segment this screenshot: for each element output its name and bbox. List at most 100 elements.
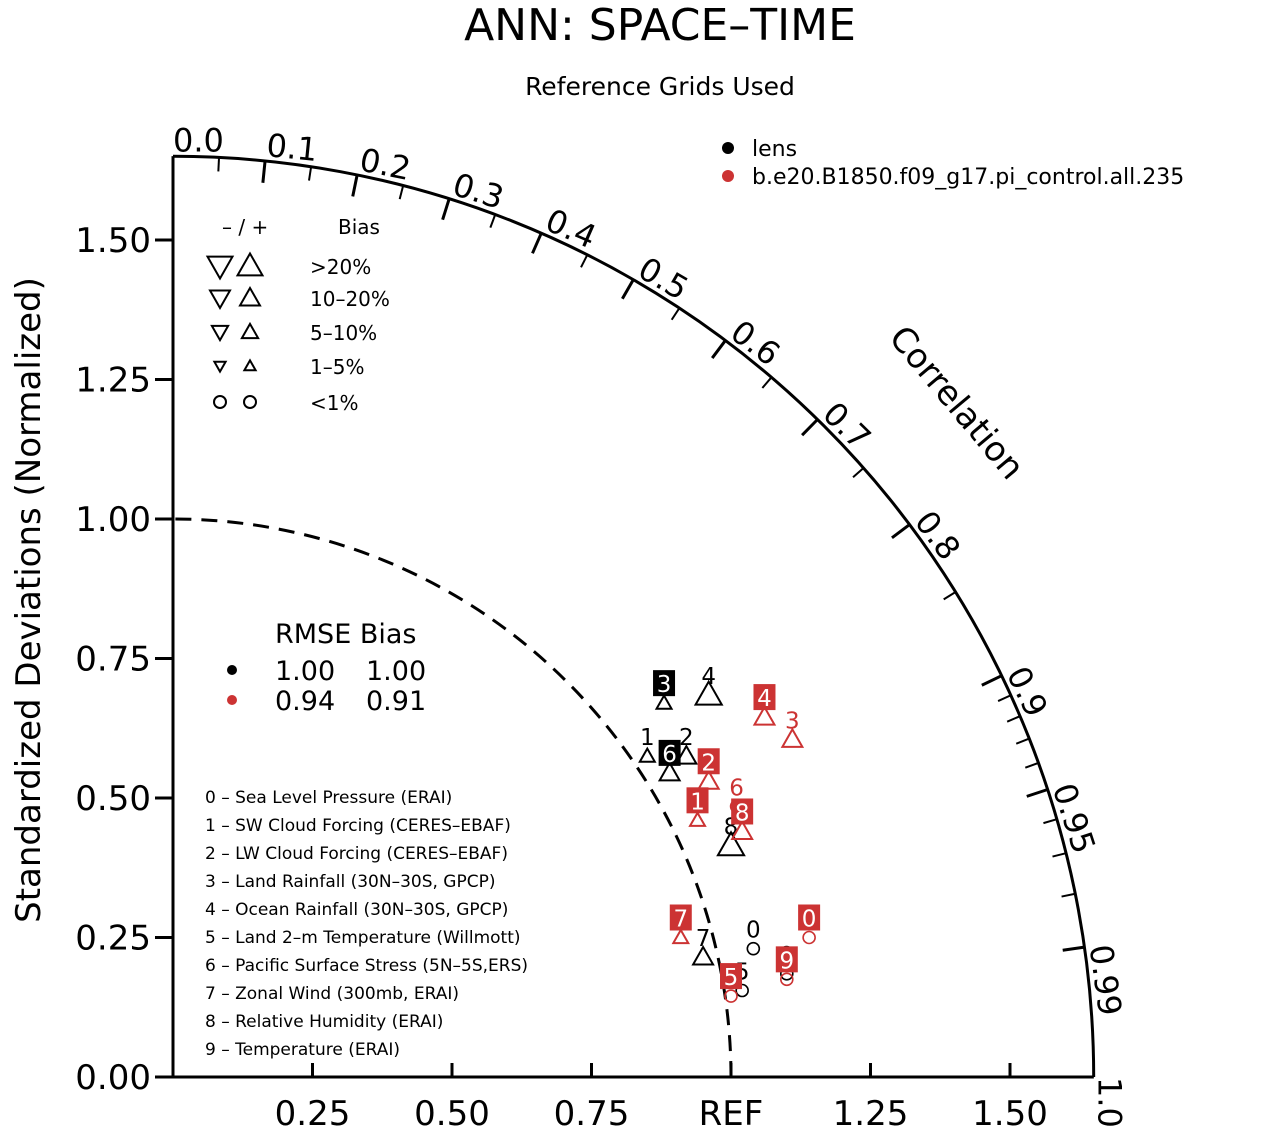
data-point-label-box [686,787,709,814]
variable-list-item: 8 – Relative Humidity (ERAI) [205,1012,443,1032]
axes-layer: 0.000.250.500.751.001.251.500.25 0.50 0.75… [75,121,1129,1134]
data-point-label: 1 [640,725,655,751]
correlation-minor-tick [1052,852,1067,858]
correlation-minor-tick [670,307,681,321]
bias-down-triangle-icon [208,289,232,310]
data-point-marker [802,930,816,945]
correlation-minor-tick [761,376,773,389]
data-point-label-box [775,946,798,973]
correlation-minor-tick [1024,761,1039,769]
chart-subtitle: Reference Grids Used [525,72,795,101]
correlation-tick-label: 0.9 [999,660,1055,722]
rmse-legend-rmse-value: 1.00 [275,656,335,687]
variable-list-item: 3 – Land Rainfall (30N–30S, GPCP) [205,872,495,892]
rmse-legend-dot [227,695,237,705]
data-point-marker [779,972,794,987]
y-tick-label: 0.75 [75,640,151,680]
data-point-marker [671,927,690,945]
correlation-label: Correlation [881,318,1032,487]
y-tick-label: 1.50 [75,221,151,261]
model-legend-label-case: b.e20.B1850.f09_g17.pi_control.all.235 [752,165,1184,190]
correlation-tick [351,174,359,197]
correlation-tick [621,278,635,300]
data-point-label: 1 [690,789,705,815]
bias-legend-sign-header: – / + [222,215,268,239]
data-point-label: 6 [662,742,677,768]
x-tick-label: 1.25 [833,1094,909,1134]
variable-list-item: 9 – Temperature (ERAI) [205,1040,400,1060]
data-point-label: 2 [701,750,716,776]
bias-up-triangle-icon [240,321,260,340]
model-legend-dot-case [722,170,734,182]
model-legend-dot-lens [722,142,734,154]
chart-title: ANN: SPACE–TIME [464,0,856,51]
data-point-marker [654,693,674,710]
bias-legend-row-label: 10–20% [310,287,390,311]
correlation-tick [1062,945,1085,952]
correlation-tick-label: 0.8 [907,504,968,568]
x-tick-label: 0.25 [275,1094,351,1134]
rmse-legend: RMSE Bias 1.00 1.00 0.94 0.91 [227,619,426,717]
data-point-marker [691,945,715,966]
data-point-label: 3 [785,708,800,734]
data-point-label: 7 [673,907,688,933]
data-point-marker [730,819,754,840]
data-point-label: 3 [657,672,672,698]
correlation-tick-label: 0.2 [357,141,414,188]
correlation-tick-label: 0.1 [265,126,319,169]
correlation-minor-tick [943,591,957,601]
data-point: 6 [657,739,682,782]
data-point: 7 [691,926,715,966]
bias-circle-icon [213,395,227,409]
data-point-label-box [697,748,720,775]
y-tick-label: 1.00 [75,500,151,540]
correlation-minor-tick [1006,715,1021,723]
data-point-label: 0 [802,907,817,933]
data-point-label-box [669,904,692,931]
outer-arc [172,154,1096,1078]
data-point-label-box [720,963,742,990]
bias-up-triangle-icon [235,251,265,277]
data-point-label: 8 [735,800,750,826]
data-point-marker [716,830,746,857]
correlation-minor-tick [580,254,589,268]
bias-legend-row-label: <1% [310,391,359,415]
correlation-tick [891,523,911,539]
bias-circle-icon [243,395,257,409]
correlation-tick-label: 0.4 [540,201,602,256]
correlation-minor-tick [489,214,497,228]
data-point-label: 0 [746,918,761,944]
data-point-marker [657,760,682,782]
correlation-tick-label: 0.99 [1082,942,1130,1018]
data-point: 2 [674,725,699,765]
correlation-tick-label: 0.95 [1045,779,1103,859]
correlation-tick [711,339,727,359]
correlation-tick [441,198,451,221]
rmse-legend-header: RMSE Bias [275,619,416,650]
y-tick-label: 0.50 [75,779,151,819]
data-point-marker [780,727,805,748]
correlation-minor-tick [217,157,221,172]
variable-list-item: 2 – LW Cloud Forcing (CERES–EBAF) [205,844,508,864]
y-tick-label: 1.25 [75,361,151,401]
rmse-legend-dot [227,665,237,675]
data-point: 0 [798,904,821,945]
data-point-marker [735,983,749,998]
correlation-tick [1026,788,1049,798]
correlation-tick-label: 0.3 [448,165,508,217]
correlation-minor-tick [1015,737,1030,745]
data-point-label: 9 [779,948,794,974]
x-tick-label: 0.75 [554,1094,630,1134]
correlation-tick [261,160,267,183]
bias-down-triangle-icon [210,324,230,343]
bias-legend: – / + Bias >20% 10–20% 5–10% 1–5% <1% [205,215,390,415]
data-point: 0 [746,918,761,956]
data-point: 1 [686,787,709,827]
data-point-label: 7 [696,926,711,952]
bias-legend-header: Bias [338,215,380,239]
data-point-label: 6 [729,775,744,801]
bias-legend-row-label: 5–10% [310,321,377,345]
data-point-label-box [731,798,754,825]
variable-list-item: 0 – Sea Level Pressure (ERAI) [205,788,452,808]
correlation-tick-label: 1.0 [1091,1077,1129,1128]
